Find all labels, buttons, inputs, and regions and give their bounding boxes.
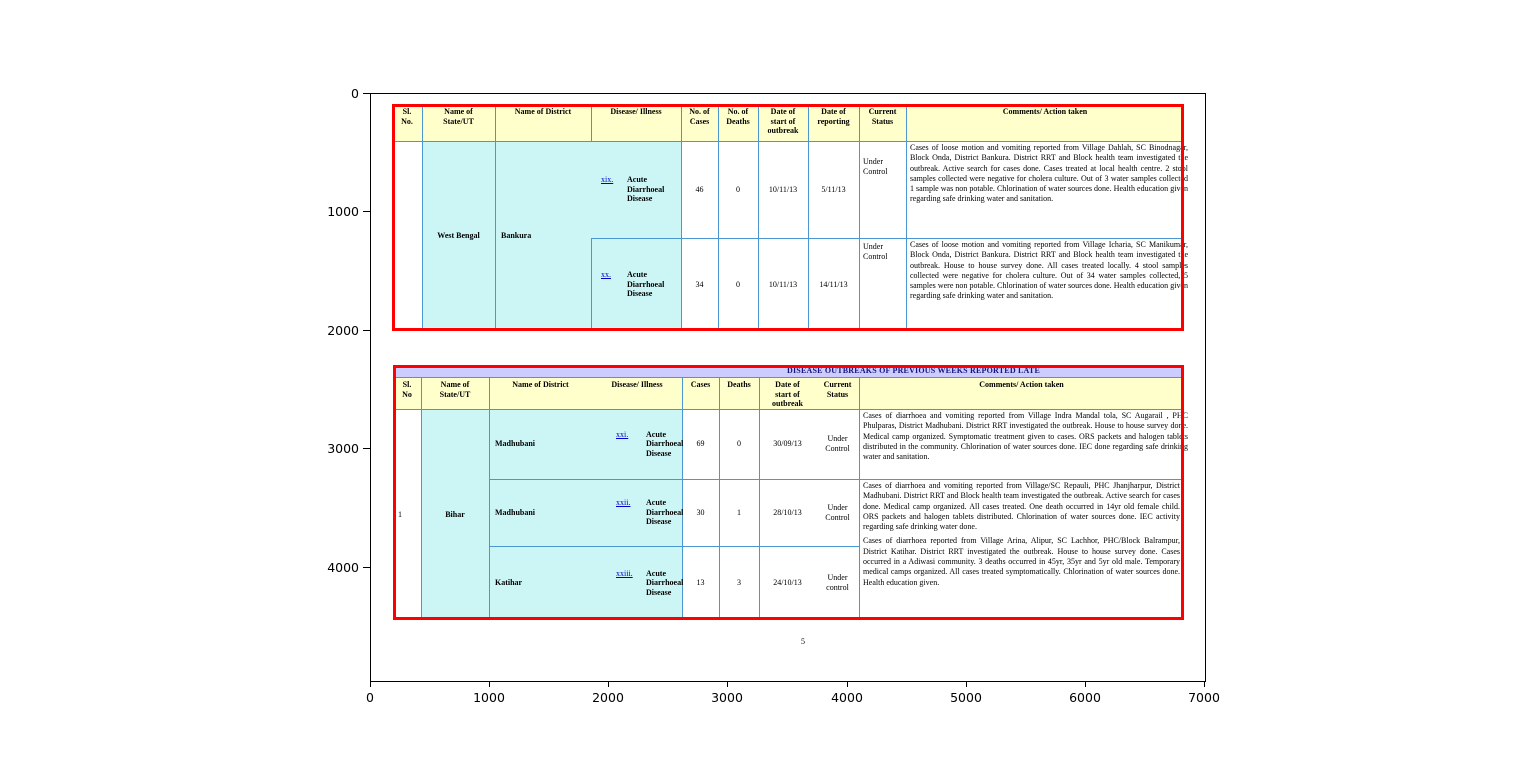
start-date-cell: 28/10/13	[773, 507, 802, 517]
x-axis-tick: 2000	[592, 690, 624, 705]
status-cell: Under Control	[825, 502, 850, 522]
x-axis-tick: 7000	[1188, 690, 1220, 705]
deaths-cell: 3	[737, 578, 741, 588]
table2-title-band	[393, 365, 1184, 377]
x-tickmark	[966, 681, 967, 687]
outbreak-number-link[interactable]: xix.	[601, 175, 614, 185]
x-axis-tick: 4000	[831, 690, 863, 705]
col-header-status: Current Status	[823, 380, 852, 399]
cases-cell: 34	[695, 279, 704, 289]
status-cell: Under Control	[863, 157, 888, 176]
col-header-deaths: No. of Deaths	[726, 107, 750, 126]
x-tickmark	[1204, 681, 1205, 687]
y-tickmark	[363, 93, 370, 94]
col-header-deaths: Deaths	[727, 380, 751, 389]
outbreak-table-current: Sl. No. Name of State/UT Name of Distric…	[392, 104, 1188, 331]
x-tickmark	[370, 681, 371, 687]
status-cell: Under Control	[825, 434, 850, 453]
col-header-start-date: Date of start of outbreak	[772, 380, 803, 409]
comments-cell: Cases of loose motion and vomiting repor…	[910, 240, 1188, 301]
y-tickmark	[363, 567, 370, 568]
status-cell: Under Control	[863, 242, 888, 261]
col-header-district: Name of District	[514, 107, 572, 116]
disease-cell: xxiii. Acute Diarrhoeal Disease	[616, 568, 684, 597]
district-cell: Bankura	[501, 231, 532, 241]
col-header-slno: Sl. No.	[401, 107, 413, 126]
col-header-status: Current Status	[868, 107, 897, 126]
table1-highlight-band	[422, 141, 681, 331]
col-header-disease: Disease/ Illness	[611, 380, 663, 389]
state-cell: Bihar	[445, 509, 465, 519]
outbreak-number-link[interactable]: xxii.	[616, 498, 631, 508]
y-tickmark	[363, 211, 370, 212]
status-cell: Under control	[826, 573, 849, 592]
district-cell: Madhubani	[495, 439, 536, 449]
col-header-state: Name of State/UT	[439, 380, 471, 399]
col-header-reporting-date: Date of reporting	[817, 107, 850, 126]
outbreak-table-late: DISEASE OUTBREAKS OF PREVIOUS WEEKS REPO…	[393, 365, 1188, 620]
deaths-cell: 0	[736, 184, 740, 194]
state-cell: West Bengal	[437, 231, 480, 241]
x-axis-tick: 0	[366, 690, 374, 705]
cases-cell: 46	[695, 184, 704, 194]
start-date-cell: 10/11/13	[768, 184, 798, 194]
plot-area: Sl. No. Name of State/UT Name of Distric…	[370, 93, 1206, 682]
comments-cell: Cases of loose motion and vomiting repor…	[910, 143, 1188, 204]
district-cell: Madhubani	[495, 507, 536, 517]
y-axis-tick: 0	[351, 86, 359, 101]
reporting-date-cell: 14/11/13	[819, 279, 848, 289]
deaths-cell: 0	[737, 439, 741, 449]
x-tickmark	[608, 681, 609, 687]
page-number: 5	[801, 637, 805, 646]
cases-cell: 30	[696, 507, 705, 517]
col-header-state: Name of State/UT	[443, 107, 474, 126]
start-date-cell: 10/11/13	[768, 279, 798, 289]
y-tickmark	[363, 330, 370, 331]
table2-highlight-band	[421, 409, 682, 620]
start-date-cell: 30/09/13	[773, 439, 802, 449]
deaths-cell: 1	[737, 507, 741, 517]
deaths-cell: 0	[736, 279, 740, 289]
outbreak-number-link[interactable]: xxi.	[616, 429, 629, 439]
outbreak-number-link[interactable]: xx.	[601, 270, 611, 280]
y-tickmark	[363, 448, 370, 449]
x-axis-tick: 6000	[1069, 690, 1101, 705]
col-header-start-date: Date of start of outbreak	[767, 107, 799, 136]
col-header-disease: Disease/ Illness	[610, 107, 662, 116]
start-date-cell: 24/10/13	[773, 578, 802, 588]
disease-cell: xxi. Acute Diarrhoeal Disease	[616, 429, 684, 458]
cases-cell: 13	[696, 578, 705, 588]
comments-cell-merged: Cases of diarrhoea and vomiting reported…	[863, 481, 1180, 587]
disease-cell: xix. Acute Diarrhoeal Disease	[601, 175, 665, 204]
slno-cell: 1	[398, 509, 402, 519]
x-axis-tick: 5000	[950, 690, 982, 705]
y-axis-tick: 1000	[327, 204, 359, 219]
x-tickmark	[847, 681, 848, 687]
x-axis-tick: 3000	[711, 690, 743, 705]
x-axis-tick: 1000	[473, 690, 505, 705]
x-tickmark	[489, 681, 490, 687]
col-header-slno: Sl. No	[402, 380, 412, 399]
y-axis-tick: 4000	[327, 560, 359, 575]
table2-title: DISEASE OUTBREAKS OF PREVIOUS WEEKS REPO…	[787, 366, 1040, 375]
table2-header-band	[393, 377, 1184, 409]
cases-cell: 69	[696, 439, 705, 449]
disease-cell: xx. Acute Diarrhoeal Disease	[601, 270, 665, 299]
comments-cell: Cases of diarrhoea and vomiting reported…	[863, 411, 1188, 462]
district-cell: Katihar	[495, 578, 523, 588]
col-header-comments: Comments/ Action taken	[1002, 107, 1088, 116]
col-header-district: Name of District	[512, 380, 569, 389]
y-axis-tick: 2000	[327, 323, 359, 338]
x-tickmark	[727, 681, 728, 687]
outbreak-number-link[interactable]: xxiii.	[616, 568, 633, 578]
disease-cell: xxii. Acute Diarrhoeal Disease	[616, 498, 684, 527]
col-header-comments: Comments/ Action taken	[979, 380, 1064, 389]
table1-header-band	[392, 104, 1184, 141]
x-tickmark	[1085, 681, 1086, 687]
col-header-cases: No. of Cases	[689, 107, 710, 126]
y-axis-tick: 3000	[327, 441, 359, 456]
col-header-cases: Cases	[690, 380, 711, 389]
reporting-date-cell: 5/11/13	[821, 184, 846, 194]
